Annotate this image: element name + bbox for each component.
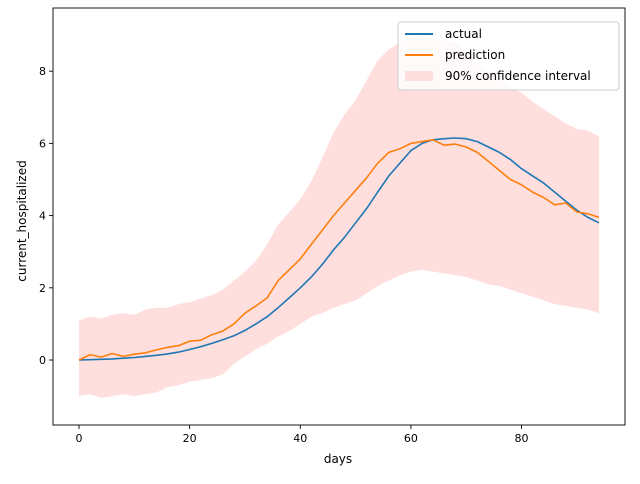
legend: actual prediction 90% confidence interval	[397, 21, 620, 91]
y-tick-label: 0	[39, 354, 46, 367]
prediction-line	[78, 139, 600, 361]
x-tick-label: 40	[293, 432, 307, 445]
x-tick-label: 20	[183, 432, 197, 445]
axes-layer: 0 20 40 60 80 0 2 4 6 8	[39, 7, 626, 445]
actual-line	[78, 137, 600, 361]
confidence-interval-band	[79, 35, 599, 398]
legend-label: 90% confidence interval	[445, 69, 591, 83]
y-tick-label: 8	[39, 65, 46, 78]
legend-label: actual	[445, 27, 482, 41]
x-tick-label: 0	[76, 432, 83, 445]
y-tick-label: 6	[39, 137, 46, 150]
legend-label: prediction	[445, 48, 505, 62]
plot-frame	[52, 7, 626, 426]
legend-swatch-confidence	[405, 71, 433, 81]
x-tick-label: 60	[404, 432, 418, 445]
y-tick-label: 2	[39, 282, 46, 295]
y-tick-label: 4	[39, 210, 46, 223]
confidence-band-layer	[79, 35, 599, 398]
x-tick-label: 80	[515, 432, 529, 445]
series-lines-layer	[78, 137, 600, 361]
legend-box	[397, 21, 620, 91]
x-axis-label: days	[324, 452, 352, 466]
y-axis-label: current_hospitalized	[15, 160, 29, 281]
